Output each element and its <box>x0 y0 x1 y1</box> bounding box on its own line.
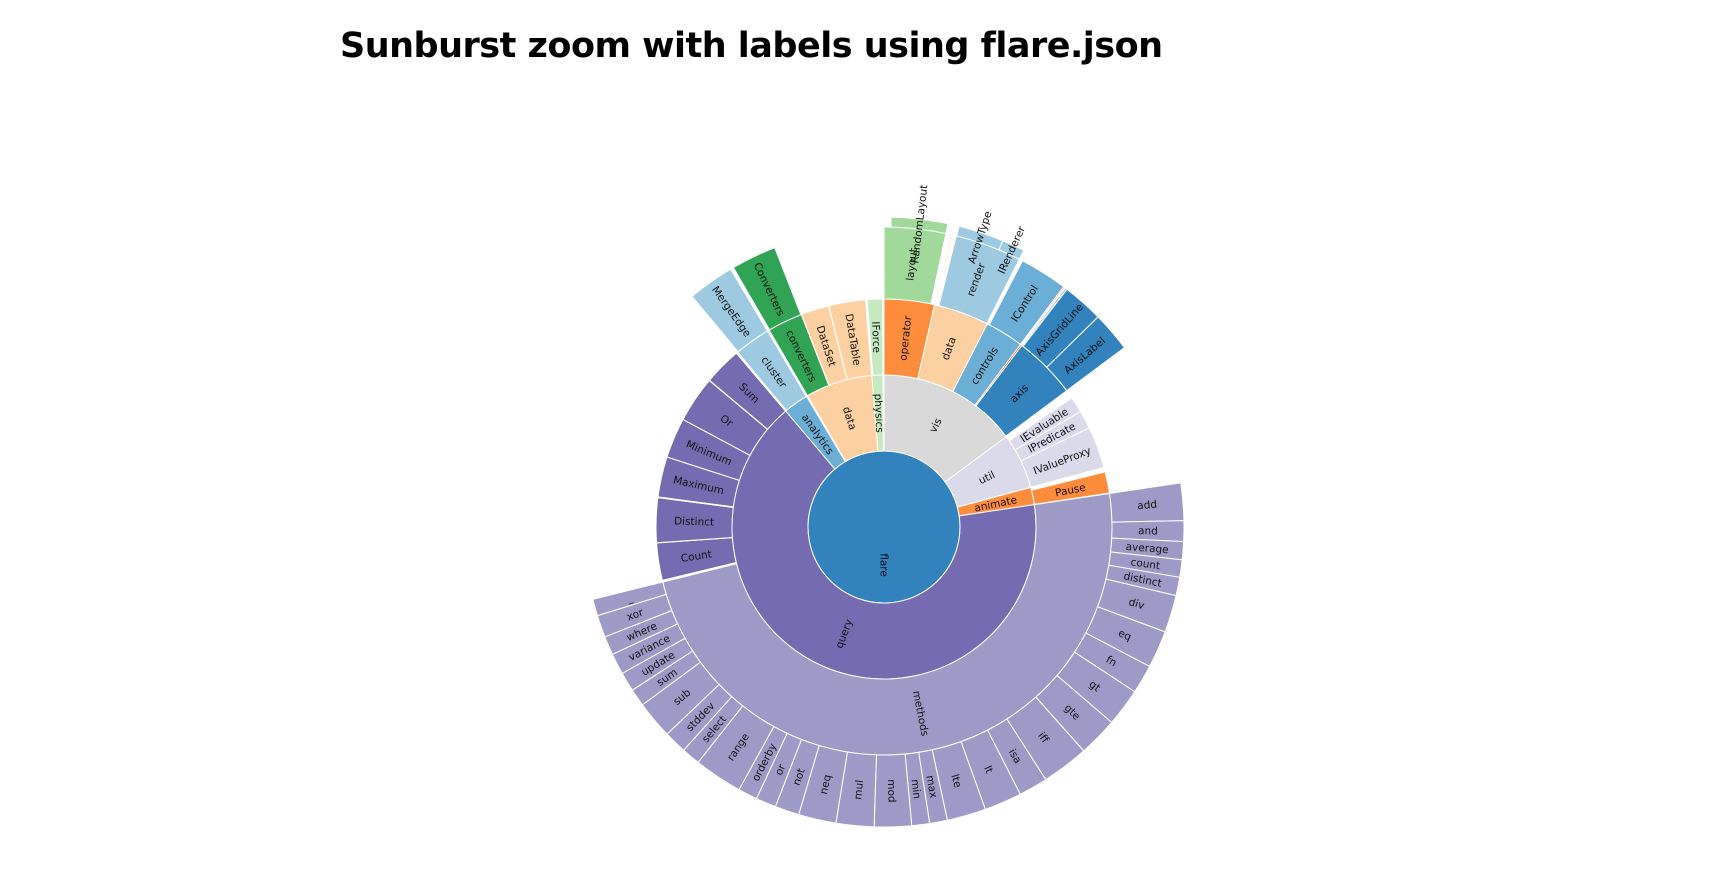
segment-label-xor: xor <box>625 606 645 623</box>
segment-label-vis: vis <box>927 416 944 434</box>
segment-label-iforce: IForce <box>869 321 882 353</box>
segment-label-layout: layout <box>904 248 919 282</box>
segment-label-or: or <box>773 762 789 777</box>
segment-label-min: min <box>908 779 922 800</box>
segment-flare[interactable] <box>807 450 961 604</box>
segment-label-operator: operator <box>897 314 914 361</box>
segment-label-count: Count <box>680 548 713 565</box>
segment-label-div: div <box>1127 596 1146 612</box>
segment-label-node: _ <box>625 592 635 605</box>
segment-label-mul: mul <box>852 779 866 800</box>
segment-label-count: count <box>1130 556 1161 572</box>
segment-label-lt: lt <box>981 764 995 775</box>
segment-label-and: and <box>1138 525 1158 537</box>
segment-label-add: add <box>1137 499 1158 513</box>
segment-label-neq: neq <box>818 774 834 796</box>
segment-label-distinct: Distinct <box>674 515 714 528</box>
segment-rectangleinterpolator[interactable] <box>1103 449 1175 470</box>
segment-label-mod: mod <box>885 779 898 803</box>
segment-label-flare: flare <box>877 553 889 577</box>
segment-label-not: not <box>791 767 808 787</box>
segment-label-lte: lte <box>948 773 963 789</box>
segment-label-max: max <box>923 774 939 799</box>
chart-title: Sunburst zoom with labels using flare.js… <box>340 26 1163 66</box>
segment-label-average: average <box>1125 541 1169 556</box>
segment-label-eq: eq <box>1116 627 1133 643</box>
segment-label-physics: physics <box>872 393 886 433</box>
segment-label-pause: Pause <box>1054 482 1087 500</box>
